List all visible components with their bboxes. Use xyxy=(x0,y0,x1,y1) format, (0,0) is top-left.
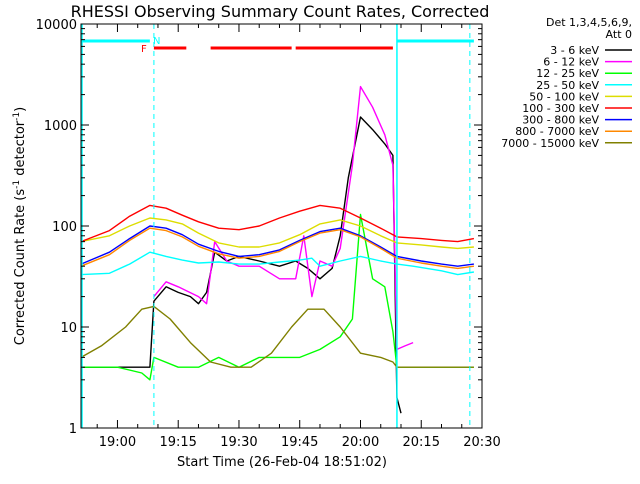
x-tick-label: 19:15 xyxy=(159,435,196,450)
series-line-1 xyxy=(153,85,414,351)
y-axis-title: Corrected Count Rate (s-1 detector-1) xyxy=(12,107,28,345)
legend-label: 25 - 50 keV xyxy=(536,79,599,92)
chart-title: RHESSI Observing Summary Count Rates, Co… xyxy=(71,2,490,21)
y-axis-title-middle: detector xyxy=(13,120,28,180)
series-line-7 xyxy=(80,227,474,270)
legend-label: 300 - 800 keV xyxy=(522,114,599,127)
flag-label-n: N xyxy=(153,36,160,47)
y-tick-label: 100 xyxy=(52,220,77,235)
y-axis-title-exp1: -1 xyxy=(12,180,22,189)
flag-label-f: F xyxy=(141,44,147,55)
series-line-4 xyxy=(80,217,474,250)
x-axis-title: Start Time (26-Feb-04 18:51:02) xyxy=(177,455,387,470)
x-tick-label: 19:45 xyxy=(281,435,318,450)
x-tick-label: 20:30 xyxy=(463,435,500,450)
legend-label: 12 - 25 keV xyxy=(536,67,599,80)
plot-layer xyxy=(80,85,475,414)
series-line-0 xyxy=(81,116,402,414)
y-axis-title-exp2: -1 xyxy=(12,112,22,121)
series-line-3 xyxy=(80,251,475,276)
series-line-5 xyxy=(80,204,475,243)
x-tick-label: 20:00 xyxy=(342,435,379,450)
y-axis-title-suffix: ) xyxy=(13,107,28,112)
y-axis-title-prefix: Corrected Count Rate (s xyxy=(13,189,28,346)
x-tick-label: 20:15 xyxy=(403,435,440,450)
legend-label: 800 - 7000 keV xyxy=(515,125,599,138)
y-axis-ticks: 1 10 100 1000 10000 xyxy=(36,18,482,437)
legend-label: 7000 - 15000 keV xyxy=(501,137,599,150)
series-line-6 xyxy=(80,225,474,267)
y-tick-label: 1000 xyxy=(44,119,77,134)
detector-info: Det 1,3,4,5,6,9, Att 0 xyxy=(546,16,632,41)
legend-label: 100 - 300 keV xyxy=(522,102,599,115)
y-tick-label: 10 xyxy=(60,321,77,336)
legend-label: 6 - 12 keV xyxy=(543,56,599,69)
x-tick-label: 19:30 xyxy=(220,435,257,450)
detector-info-line-2: Att 0 xyxy=(606,28,632,41)
legend-label: 3 - 6 keV xyxy=(550,44,599,57)
series-line-8 xyxy=(80,305,474,368)
detector-info-line-1: Det 1,3,4,5,6,9, xyxy=(546,16,632,29)
y-tick-label: 10000 xyxy=(36,18,77,33)
x-axis-ticks: 19:00 19:15 19:30 19:45 20:00 20:15 20:30 xyxy=(96,24,501,450)
legend-label: 50 - 100 keV xyxy=(529,90,599,103)
x-tick-label: 19:00 xyxy=(99,435,136,450)
y-tick-label: 1 xyxy=(69,422,77,437)
